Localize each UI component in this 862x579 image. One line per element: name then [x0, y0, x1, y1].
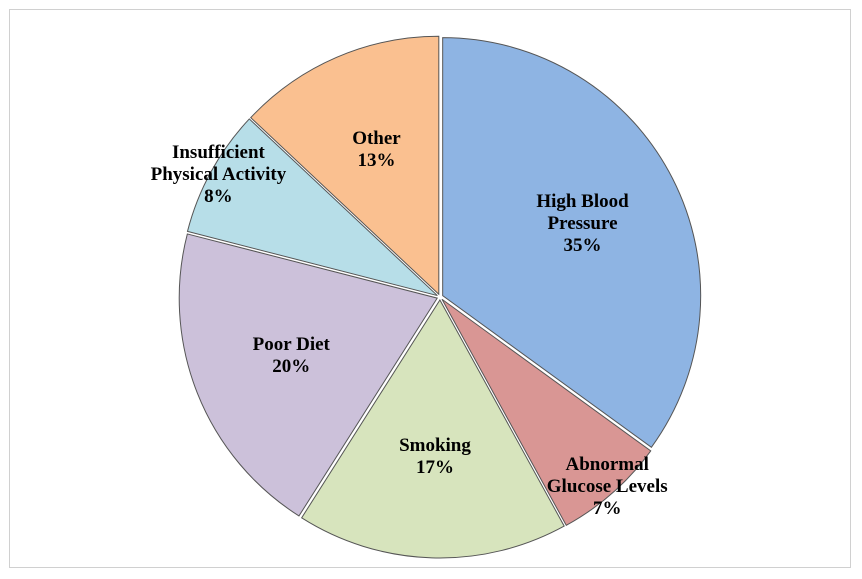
slice-label: Abnormal Glucose Levels 7% — [537, 454, 677, 520]
category-label: Poor Diet — [252, 333, 330, 355]
pie-slice — [178, 233, 439, 517]
category-label: Insufficient Physical Activity — [150, 142, 287, 186]
slice-label: Other 13% — [306, 128, 446, 172]
category-label: Abnormal Glucose Levels — [546, 453, 668, 497]
pie-slice — [441, 298, 652, 527]
pie-slice — [442, 37, 702, 448]
slice-label: Insufficient Physical Activity 8% — [148, 142, 288, 208]
value-label: 35% — [563, 235, 602, 257]
category-label: High Blood Pressure — [536, 191, 629, 235]
chart-frame — [9, 9, 851, 568]
slice-label: Poor Diet 20% — [221, 334, 361, 378]
slice-label: High Blood Pressure 35% — [513, 191, 653, 257]
pie-slice — [250, 35, 440, 296]
value-label: 13% — [357, 150, 396, 172]
pie-slice — [186, 118, 438, 297]
pie-slice — [300, 299, 565, 559]
value-label: 7% — [592, 497, 622, 519]
value-label: 20% — [272, 355, 311, 377]
value-label: 8% — [204, 186, 233, 208]
category-label: Smoking — [399, 434, 471, 456]
slice-label: Smoking 17% — [365, 435, 505, 479]
category-label: Other — [352, 128, 401, 150]
value-label: 17% — [415, 456, 454, 478]
